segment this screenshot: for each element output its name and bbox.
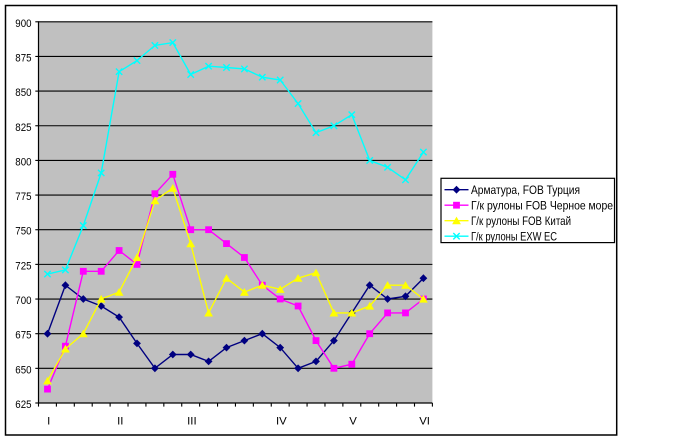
- svg-text:Г/к рулоны FOB Черное море: Г/к рулоны FOB Черное море: [471, 198, 613, 212]
- svg-text:Г/к рулоны EXW ЕС: Г/к рулоны EXW ЕС: [471, 229, 557, 243]
- svg-text:750: 750: [15, 226, 31, 238]
- svg-text:VI: VI: [419, 416, 430, 428]
- svg-text:650: 650: [15, 364, 31, 376]
- svg-text:III: III: [187, 416, 197, 428]
- svg-text:Г/к рулоны FOB Китай: Г/к рулоны FOB Китай: [471, 214, 571, 228]
- svg-text:700: 700: [15, 295, 31, 307]
- svg-text:IV: IV: [276, 416, 287, 428]
- svg-text:825: 825: [15, 122, 31, 134]
- svg-text:900: 900: [15, 18, 31, 30]
- svg-text:800: 800: [15, 156, 31, 168]
- svg-text:850: 850: [15, 87, 31, 99]
- svg-text:625: 625: [15, 399, 31, 411]
- svg-text:Арматура, FOB Турция: Арматура, FOB Турция: [471, 183, 580, 197]
- svg-text:725: 725: [15, 260, 31, 272]
- svg-text:II: II: [117, 416, 123, 428]
- svg-text:V: V: [349, 416, 357, 428]
- svg-text:I: I: [47, 416, 50, 428]
- svg-text:675: 675: [15, 330, 31, 342]
- svg-text:775: 775: [15, 191, 31, 203]
- svg-text:875: 875: [15, 53, 31, 65]
